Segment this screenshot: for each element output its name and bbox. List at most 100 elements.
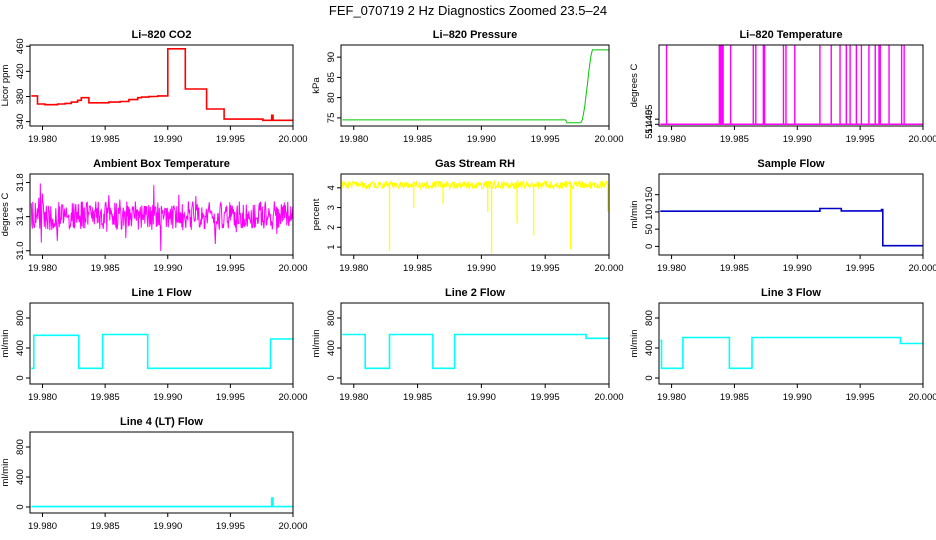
x-tick-label: 19.995	[531, 263, 560, 274]
x-tick-label: 19.980	[657, 392, 686, 403]
y-tick-label: 0	[326, 375, 337, 380]
panel-title: Line 1 Flow	[132, 287, 192, 299]
panel-title: Li–820 CO2	[132, 29, 192, 41]
y-axis-label: degrees C	[0, 192, 11, 236]
plot-frame	[340, 44, 610, 127]
x-tick-label: 20.000	[278, 263, 307, 274]
x-tick-label: 20.000	[908, 392, 936, 403]
series-line	[31, 333, 293, 370]
x-tick-label: 19.980	[657, 134, 686, 145]
series-line	[660, 207, 923, 247]
y-axis-label: ml/min	[629, 330, 640, 358]
series-group	[31, 497, 293, 508]
x-tick-label: 19.990	[153, 392, 182, 403]
y-tick-label: 75	[326, 113, 337, 124]
x-tick-label: 20.000	[594, 263, 623, 274]
y-tick-label: 400	[644, 340, 655, 356]
plot-frame	[29, 44, 294, 127]
y-tick-label: 4	[326, 185, 337, 190]
plot-frame	[29, 431, 294, 514]
panel: Line 4 (LT) Flow ml/min 19.980 19.985 19.990…	[0, 416, 308, 532]
plot-frame	[340, 173, 610, 256]
x-tick-label: 19.980	[339, 392, 368, 403]
y-axis-label: Licor ppm	[0, 65, 11, 107]
x-tick-label: 19.980	[339, 263, 368, 274]
series-group	[341, 179, 609, 254]
x-tick-label: 19.985	[91, 134, 120, 145]
y-tick-label: 50	[644, 224, 655, 235]
series-line	[30, 183, 293, 252]
series-group	[31, 48, 293, 122]
series-group	[31, 333, 293, 370]
series-line	[660, 336, 923, 370]
y-axis-label: ml/min	[0, 330, 11, 358]
y-tick-label: 2	[326, 225, 337, 230]
x-tick-label: 19.985	[403, 134, 432, 145]
x-tick-label: 19.995	[846, 263, 875, 274]
x-tick-label: 20.000	[278, 134, 307, 145]
x-tick-label: 20.000	[594, 392, 623, 403]
y-axis-label: ml/min	[0, 459, 11, 487]
x-tick-label: 19.980	[28, 521, 57, 532]
x-tick-label: 19.980	[339, 134, 368, 145]
x-tick-label: 19.995	[531, 134, 560, 145]
x-tick-label: 19.985	[720, 263, 749, 274]
y-tick-label: 1	[326, 244, 337, 249]
x-tick-label: 19.990	[467, 263, 496, 274]
panel: Sample Flow ml/min 19.980 19.985 19.990 19.99…	[629, 158, 936, 274]
x-tick-label: 19.990	[783, 263, 812, 274]
y-axis-label: kPa	[311, 77, 322, 94]
series-group	[30, 183, 293, 252]
x-tick-label: 19.985	[91, 521, 120, 532]
y-tick-label: 3	[326, 205, 337, 210]
y-tick-label: 800	[326, 310, 337, 326]
y-tick-label: 90	[326, 52, 337, 63]
series-line	[341, 179, 609, 191]
y-tick-label: 420	[15, 63, 26, 79]
series-line	[342, 49, 609, 124]
plot-frame	[340, 302, 610, 385]
y-tick-label: 31.8	[15, 173, 26, 192]
x-tick-label: 19.990	[467, 392, 496, 403]
y-tick-label: 31.0	[15, 241, 26, 260]
y-tick-label: 800	[15, 310, 26, 326]
plot-frame	[658, 173, 924, 256]
x-tick-label: 19.980	[28, 134, 57, 145]
y-tick-label: 31.4	[15, 207, 26, 226]
panel: Line 1 Flow ml/min 19.980 19.985 19.990 19.99…	[0, 287, 308, 403]
panel: Gas Stream RH percent 19.980 19.985 19.990 19…	[311, 158, 624, 274]
y-tick-label: 400	[15, 469, 26, 485]
panel-title: Li–820 Pressure	[433, 29, 517, 41]
y-tick-label: 100	[644, 204, 655, 220]
y-axis-label: ml/min	[629, 201, 640, 229]
x-tick-label: 19.985	[91, 392, 120, 403]
x-tick-label: 20.000	[594, 134, 623, 145]
x-tick-label: 19.995	[216, 134, 245, 145]
y-tick-label: 340	[15, 114, 26, 130]
y-axis-label: degrees C	[629, 63, 640, 107]
series-group	[660, 336, 923, 370]
series-group	[660, 207, 923, 247]
panel: Li–820 Pressure kPa 19.980 19.985 19.990 19.9…	[311, 29, 624, 145]
y-tick-label: 51.455	[644, 105, 655, 134]
series-line	[31, 48, 293, 122]
x-tick-label: 19.985	[403, 392, 432, 403]
plot-frame	[658, 302, 924, 385]
x-tick-label: 19.995	[846, 134, 875, 145]
y-tick-label: 800	[15, 439, 26, 455]
y-tick-label: 400	[326, 340, 337, 356]
y-tick-label: 0	[15, 375, 26, 380]
plot-frame	[29, 302, 294, 385]
x-tick-label: 19.990	[153, 521, 182, 532]
y-tick-label: 380	[15, 89, 26, 105]
y-tick-label: 400	[15, 340, 26, 356]
x-tick-label: 19.995	[216, 263, 245, 274]
panel-title: Ambient Box Temperature	[93, 158, 230, 170]
series-line	[31, 497, 293, 508]
y-tick-label: 0	[15, 504, 26, 509]
x-tick-label: 19.985	[720, 134, 749, 145]
x-tick-label: 19.980	[28, 392, 57, 403]
panel: Li–820 CO2 Licor ppm 19.980 19.985 19.990 19.…	[0, 29, 308, 145]
x-tick-label: 19.980	[657, 263, 686, 274]
